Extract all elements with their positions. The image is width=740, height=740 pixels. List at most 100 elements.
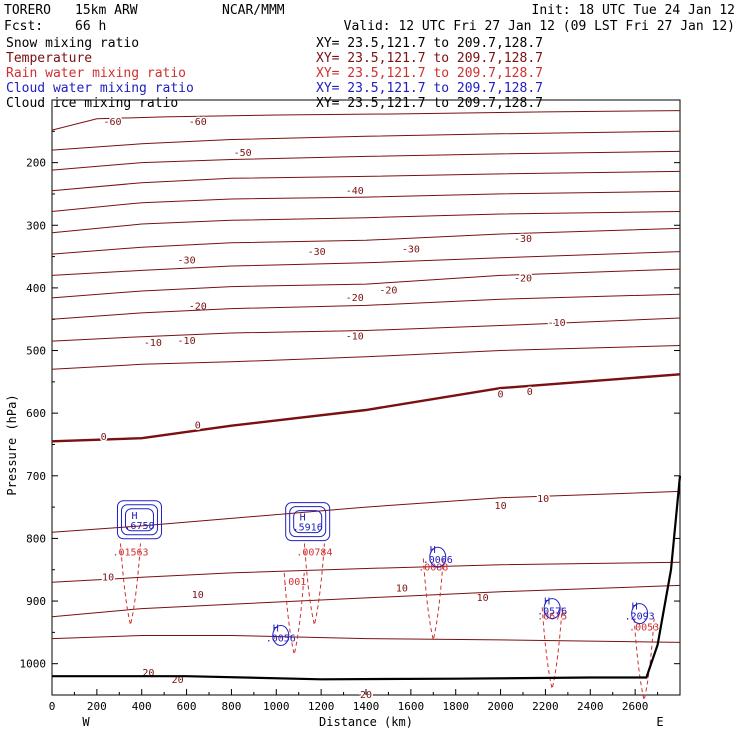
cloud-water-max-marker: H <box>632 602 638 613</box>
isotherm-label: 10 <box>192 590 204 601</box>
isotherm-label: 0 <box>101 432 107 443</box>
isotherm-label: 0 <box>195 421 201 432</box>
legend-snow-label: Snow mixing ratio <box>6 36 139 51</box>
x-tick-label: 200 <box>87 700 107 713</box>
legend-rain-label: Rain water mixing ratio <box>6 66 186 81</box>
y-tick-label: 900 <box>26 595 46 608</box>
x-tick-label: 1000 <box>263 700 290 713</box>
legend-cloud-ice-xy: XY= 23.5,121.7 to 209.7,128.7 <box>316 96 543 111</box>
isotherm-minus5 <box>51 345 681 370</box>
isotherm-minus50 <box>51 150 681 171</box>
rain-contour <box>541 607 563 689</box>
cloud-water-max-marker: H <box>300 513 306 524</box>
isotherm-label: 20 <box>142 668 154 679</box>
cloud-water-max-marker: H <box>544 597 550 608</box>
isotherm-label: -10 <box>346 332 364 343</box>
rain-max-label: .01563 <box>112 547 148 558</box>
legend-rain-xy: XY= 23.5,121.7 to 209.7,128.7 <box>316 66 543 81</box>
isotherm-label: -60 <box>104 117 122 128</box>
isotherm-label: -20 <box>346 293 364 304</box>
isotherm-minus15 <box>51 293 681 320</box>
cloud-water-contour <box>543 598 561 620</box>
x-tick-label: 2200 <box>532 700 559 713</box>
valid-time: Valid: 12 UTC Fri 27 Jan 12 (09 LST Fri … <box>344 19 735 34</box>
isotherm-label: 10 <box>102 572 114 583</box>
rain-contour <box>633 618 655 701</box>
isotherm-minus35 <box>51 211 681 234</box>
legend-snow-xy: XY= 23.5,121.7 to 209.7,128.7 <box>316 36 543 51</box>
cloud-water-contour <box>120 504 158 536</box>
cloud-water-max-label: .0576 <box>537 607 567 618</box>
rain-max-label: .0675 <box>537 611 567 622</box>
rain-max-label: .0053 <box>629 623 659 634</box>
x-tick-label: 0 <box>49 700 56 713</box>
y-tick-label: 300 <box>26 219 46 232</box>
isotherm-label: 10 <box>477 593 489 604</box>
isotherm-label: -60 <box>189 117 207 128</box>
rain-contour <box>283 572 305 655</box>
rain-water-contours: .01563 .00784 .001 .0088 .0675 .0053 <box>112 543 659 701</box>
rain-max-label: .00784 <box>296 547 332 558</box>
isotherm-label: -10 <box>144 338 162 349</box>
x-tick-label: 1400 <box>353 700 380 713</box>
isotherm-label: -10 <box>548 318 566 329</box>
y-tick-label: 500 <box>26 345 46 358</box>
rain-max-label: .0088 <box>418 562 448 573</box>
y-tick-label: 200 <box>26 157 46 170</box>
cloud-water-max-label: .5916 <box>293 523 323 534</box>
cloud-water-contour <box>631 603 649 625</box>
isotherm-minus25 <box>51 251 681 276</box>
legend-temperature-label: Temperature <box>6 51 92 66</box>
isotherm-5 <box>51 490 681 533</box>
x-tick-label: 800 <box>221 700 241 713</box>
cloud-water-contour <box>285 502 331 542</box>
isotherm-label: 20 <box>360 690 372 701</box>
cloud-water-contour <box>289 506 327 538</box>
legend-temperature-xy: XY= 23.5,121.7 to 209.7,128.7 <box>316 51 543 66</box>
isotherm-label: -30 <box>178 255 196 266</box>
cloud-water-max-label: .6758 <box>124 521 154 532</box>
y-tick-label: 400 <box>26 282 46 295</box>
isotherm-minus60 <box>51 110 681 131</box>
y-tick-label: 1000 <box>20 658 47 671</box>
x-tick-label: 2600 <box>622 700 649 713</box>
y-tick-label: 700 <box>26 470 46 483</box>
x-tick-label: 400 <box>132 700 152 713</box>
isotherm-10 <box>51 561 681 583</box>
x-tick-label: 600 <box>177 700 197 713</box>
isotherm-20 <box>51 635 681 643</box>
legend-cloud-ice-label: Cloud ice mixing ratio <box>6 96 178 111</box>
legend-cloud-water-label: Cloud water mixing ratio <box>6 81 194 96</box>
isotherm-label: -20 <box>514 274 532 285</box>
cloud-water-contour <box>116 500 162 540</box>
isotherm-minus20 <box>51 268 681 299</box>
isotherm-label: -20 <box>379 285 397 296</box>
cloud-water-max-marker: H <box>430 545 436 556</box>
model-name: TORERO <box>4 3 51 18</box>
rain-contour <box>120 543 141 625</box>
isotherm-label: -30 <box>514 234 532 245</box>
isotherm-label: -50 <box>234 148 252 159</box>
isotherm-label: -30 <box>402 245 420 256</box>
legend: Snow mixing ratio XY= 23.5,121.7 to 209.… <box>6 36 543 111</box>
isotherm-label: 0 <box>527 387 533 398</box>
isotherm-label: -30 <box>308 247 326 258</box>
cloud-water-max-label: .0066 <box>423 555 453 566</box>
isotherm-label: -40 <box>346 186 364 197</box>
y-tick-label: 600 <box>26 407 46 420</box>
x-axis-label: Distance (km) <box>319 715 413 729</box>
isotherm-minus45 <box>51 170 681 192</box>
isotherm-label: 10 <box>396 584 408 595</box>
forecast-hour: 66 h <box>75 19 106 34</box>
cloud-water-contour <box>293 510 323 534</box>
x-tick-label: 2400 <box>577 700 604 713</box>
isotherm-minus10 <box>51 317 681 342</box>
terrain <box>52 475 682 681</box>
cloud-water-contour <box>124 508 154 532</box>
plot-frame <box>51 99 681 696</box>
isotherm-label: -20 <box>189 302 207 313</box>
isotherm-label: 10 <box>537 494 549 505</box>
